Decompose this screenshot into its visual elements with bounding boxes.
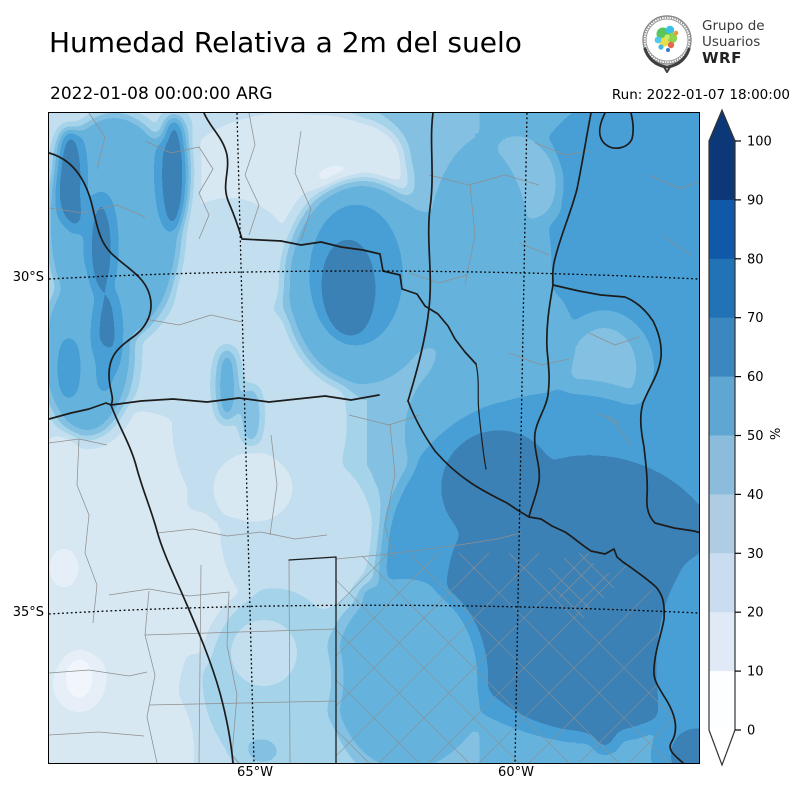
colorbar-band-50-60 — [709, 376, 735, 436]
lat-tick-label: 30°S — [12, 270, 44, 285]
wrf-logo-text: Grupo de Usuarios WRF — [702, 19, 765, 66]
logo-rainbow-map — [654, 25, 679, 52]
logo-line-1: Grupo de — [702, 18, 765, 35]
colorbar-tick-label: 70 — [747, 311, 764, 326]
colorbar-band-30-40 — [709, 494, 735, 554]
colorbar-band-90-100 — [709, 141, 735, 201]
page-title: Humedad Relativa a 2m del suelo — [49, 26, 522, 59]
weather-map — [48, 112, 700, 764]
colorbar-band-20-30 — [709, 553, 735, 613]
gridline-30s — [49, 270, 699, 280]
colorbar-band-0-10 — [709, 671, 735, 731]
graticule — [49, 113, 699, 763]
colorbar: 100 90 80 70 60 50 40 30 20 10 0% — [702, 100, 798, 790]
logo-line-2: Usuarios — [702, 33, 761, 50]
department-boundaries — [49, 113, 699, 763]
colorbar-tick-label: 50 — [747, 429, 764, 444]
province-boundaries — [49, 113, 699, 763]
colorbar-tick-label: 90 — [747, 193, 764, 208]
logo-line-3: WRF — [702, 48, 742, 67]
wrf-logo: Grupo de Usuarios WRF — [638, 12, 798, 74]
gridline-65w — [236, 113, 255, 763]
colorbar-tick-label: 40 — [747, 488, 764, 503]
wrf-logo-seal — [642, 15, 692, 73]
lon-tick-label: 65°W — [237, 765, 273, 780]
colorbar-tick-label: 60 — [747, 370, 764, 385]
valid-time-label: 2022-01-08 00:00:00 ARG — [50, 84, 273, 104]
colorbar-tick-label: 80 — [747, 252, 764, 267]
lon-tick-label: 60°W — [498, 765, 534, 780]
colorbar-tick-label: 10 — [747, 665, 764, 680]
colorbar-tick-label: 30 — [747, 547, 764, 562]
humidity-map-canvas — [49, 113, 699, 763]
colorbar-band-80-90 — [709, 199, 735, 260]
colorbar-unit-label: % — [769, 428, 784, 440]
gridline-60w — [514, 113, 528, 763]
colorbar-band-40-50 — [709, 435, 735, 495]
colorbar-band-10-20 — [709, 612, 735, 672]
colorbar-over-arrow — [709, 110, 735, 141]
run-time-label: Run: 2022-01-07 18:00:00 — [611, 87, 790, 103]
colorbar-band-60-70 — [709, 317, 735, 378]
colorbar-tick-label: 100 — [747, 135, 772, 150]
gridline-35s — [49, 604, 699, 615]
colorbar-tick-label: 20 — [747, 606, 764, 621]
lat-tick-label: 35°S — [12, 605, 44, 620]
colorbar-tick-label: 0 — [747, 724, 755, 739]
colorbar-band-70-80 — [709, 258, 735, 319]
colorbar-under-arrow — [709, 730, 735, 765]
humidity-field — [49, 113, 699, 763]
